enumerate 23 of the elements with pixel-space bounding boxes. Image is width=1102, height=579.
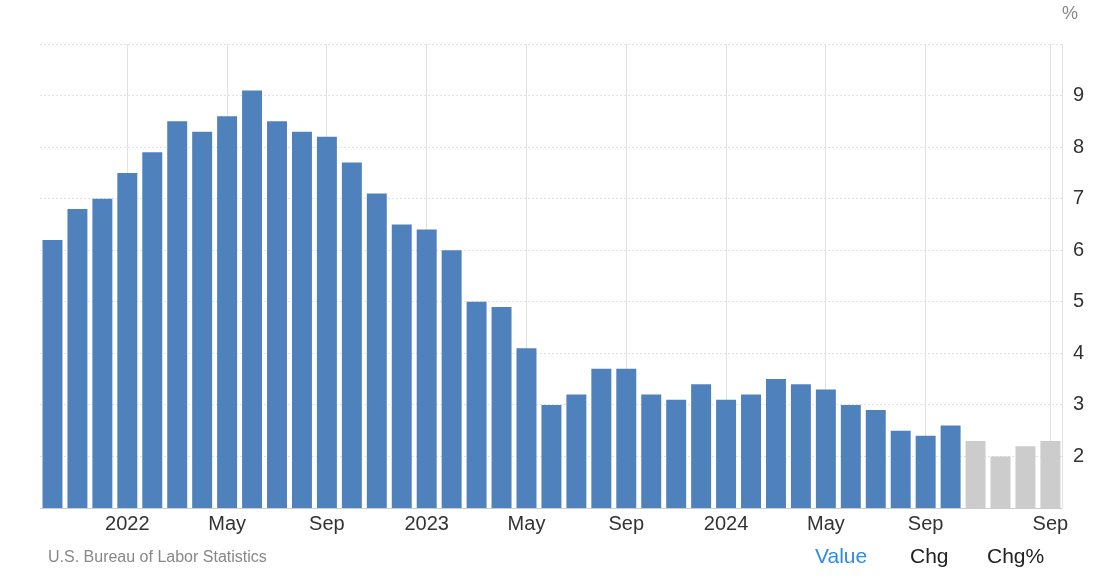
text: Chg%	[987, 544, 1045, 568]
x-tick-label: May	[507, 511, 546, 534]
text: Chg	[910, 544, 949, 568]
text: Value	[815, 544, 868, 568]
x-tick-label: Sep	[309, 511, 345, 534]
y-tick-label: 9	[1072, 83, 1084, 106]
y-tick-label: 3	[1072, 392, 1084, 415]
text: U.S. Bureau of Labor Statistics	[48, 548, 267, 566]
x-tick-label: May	[806, 511, 845, 534]
y-tick-label: 7	[1072, 186, 1084, 209]
y-tick-label: 4	[1072, 340, 1084, 363]
x-tick-label: Sep	[907, 511, 944, 534]
x-tick-label: 2023	[404, 511, 449, 534]
y-tick-label: 6	[1072, 237, 1084, 260]
x-tick-label: 2024	[703, 511, 749, 534]
y-axis-title: %	[1061, 2, 1079, 23]
y-tick-label: 5	[1072, 289, 1084, 312]
y-tick-label: 8	[1072, 134, 1084, 157]
x-tick-label: Sep	[1032, 511, 1069, 534]
x-tick-label: 2022	[105, 511, 150, 534]
x-tick-label: May	[208, 511, 247, 534]
y-tick-label: 2	[1072, 443, 1084, 466]
x-tick-label: Sep	[608, 511, 645, 534]
